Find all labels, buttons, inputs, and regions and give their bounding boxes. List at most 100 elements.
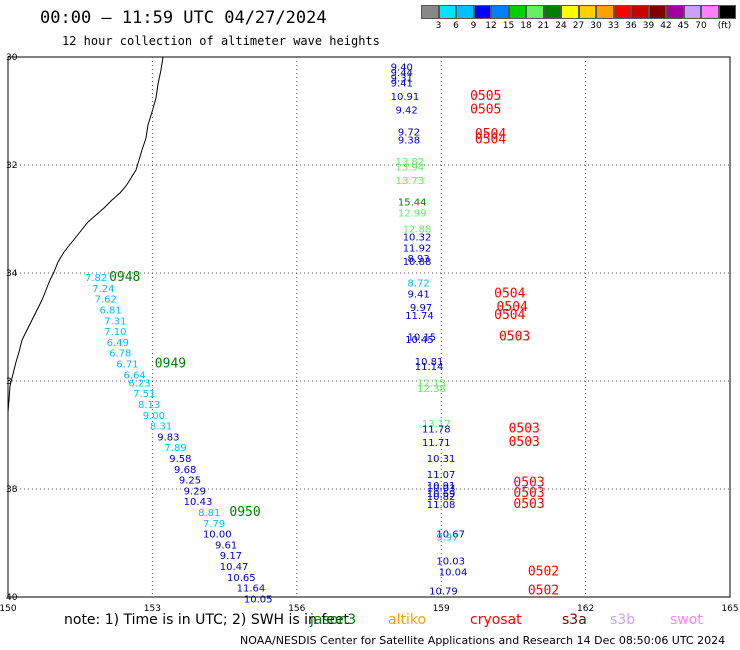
pass-time-label: 0949 (155, 357, 186, 372)
wave-height-label: 11.78 (422, 424, 451, 435)
wave-height-label: 11.74 (405, 311, 434, 322)
pass-time-label: 0505 (470, 89, 501, 104)
satellite-name: jason3 (310, 612, 357, 628)
wave-height-label: 11.64 (237, 584, 266, 595)
longitude-tick-label: 162 (577, 604, 594, 614)
legend-swatch (578, 5, 596, 19)
wave-height-label: 8.93 (408, 254, 430, 265)
wave-height-label: 10.45 (405, 335, 434, 346)
wave-height-label: 7.24 (92, 284, 114, 295)
wave-height-label: 10.03 (427, 484, 456, 495)
legend-swatch (473, 5, 491, 19)
legend-swatch (543, 5, 561, 19)
legend-label: 45 (677, 21, 690, 31)
legend-swatch (526, 5, 544, 19)
pass-time-label: 0505 (470, 103, 501, 118)
footnote: note: 1) Time is in UTC; 2) SWH is in fe… (64, 612, 350, 628)
page-subtitle: 12 hour collection of altimeter wave hei… (62, 34, 380, 48)
wave-height-label: 9.31 (391, 73, 413, 84)
wave-height-label: 6.81 (99, 306, 121, 317)
wave-height-label: 9.72 (398, 127, 420, 138)
wave-height-label: 9.61 (215, 540, 237, 551)
wave-height-label: 13.82 (395, 157, 424, 168)
credit-footer: NOAA/NESDIS Center for Satellite Applica… (240, 634, 726, 647)
pass-time-label: 0948 (109, 270, 140, 285)
wave-height-label: 12.88 (403, 225, 432, 236)
legend-label: 24 (555, 21, 567, 31)
coastline (7, 56, 164, 413)
wave-height-label: 9.42 (395, 106, 417, 117)
pass-time-label: 0502 (528, 583, 559, 598)
latitude-tick-label: 40 (6, 593, 18, 603)
pass-time-label: 0504 (497, 300, 528, 315)
pass-time-label: 0503 (509, 435, 540, 450)
legend-swatch (631, 5, 649, 19)
legend-label: 15 (502, 21, 515, 31)
wave-height-label: 10.65 (227, 573, 256, 584)
wave-height-label: 7.89 (164, 443, 186, 454)
wave-height-label: 6.64 (124, 370, 146, 381)
wave-height-label: 10.67 (436, 530, 465, 541)
wave-height-label: 9.17 (220, 551, 242, 562)
wave-height-label: 11.92 (403, 243, 432, 254)
latitude-tick-label: 34 (6, 269, 18, 279)
wave-height-label: 9.44 (391, 68, 413, 79)
wave-height-label: 10.79 (429, 586, 458, 597)
legend-swatches (421, 5, 736, 19)
legend-label: 9 (470, 21, 477, 31)
wave-height-label: 11.71 (422, 438, 451, 449)
wave-height-label: 12.99 (398, 208, 427, 219)
legend-swatch (508, 5, 526, 19)
latitude-tick-label: 3 (6, 377, 12, 387)
wave-height-label: 10.00 (203, 530, 232, 541)
wave-height-label: 7.10 (104, 327, 126, 338)
wave-height-label: 7.79 (203, 519, 225, 530)
wave-height-label: 13.94 (395, 162, 424, 173)
wave-height-label: 10.03 (436, 557, 465, 568)
legend-swatch (596, 5, 614, 19)
legend-swatch (613, 5, 631, 19)
legend-swatch (683, 5, 701, 19)
legend-label: 30 (590, 21, 602, 31)
wave-height-label: 10.05 (244, 594, 273, 605)
page-title: 00:00 – 11:59 UTC 04/27/2024 (40, 8, 327, 28)
wave-height-label: 9.97 (436, 532, 458, 543)
pass-time-label: 0504 (494, 308, 525, 323)
graticule (8, 57, 730, 597)
wave-height-label: 9.83 (157, 432, 179, 443)
wave-height-label: 9.97 (410, 303, 432, 314)
wave-height-label: 13.17 (422, 419, 451, 430)
pass-time-label: 0503 (513, 475, 544, 490)
wave-height-label: 10.15 (408, 333, 437, 344)
legend-label: 21 (537, 21, 550, 31)
track-labels: 7.827.247.626.817.317.106.496.786.716.64… (85, 63, 559, 606)
wave-height-label: 6.78 (109, 349, 131, 360)
wave-height-label: 9.41 (408, 289, 430, 300)
wave-height-label: 10.32 (403, 233, 432, 244)
pass-time-label: 0504 (494, 286, 525, 301)
legend-unit: (ft) (717, 21, 732, 31)
legend-label: 39 (642, 21, 655, 31)
wave-height-label: 6.71 (116, 360, 138, 371)
wave-height-label: 10.47 (220, 562, 249, 573)
wave-height-label: 9.00 (143, 411, 165, 422)
legend-swatch (438, 5, 456, 19)
pass-time-label: 0503 (509, 421, 540, 436)
wave-height-label: 9.29 (184, 486, 206, 497)
pass-time-label: 0950 (229, 505, 260, 520)
legend-swatch (701, 5, 719, 19)
wave-height-label: 12.15 (417, 378, 446, 389)
satellite-name: swot (670, 612, 703, 628)
satellite-name: cryosat (470, 612, 522, 628)
wave-height-label: 11.08 (427, 500, 456, 511)
pass-time-label: 0503 (499, 330, 530, 345)
legend-swatch (421, 5, 439, 19)
wave-height-label: 13.73 (395, 176, 424, 187)
legend-label: 70 (695, 21, 707, 31)
pass-time-label: 0503 (513, 486, 544, 501)
longitude-tick-label: 156 (288, 604, 305, 614)
satellite-name: s3b (610, 612, 636, 628)
longitude-tick-label: 159 (433, 604, 450, 614)
legend-label: 42 (660, 21, 672, 31)
latitude-tick-label: 32 (6, 161, 17, 171)
